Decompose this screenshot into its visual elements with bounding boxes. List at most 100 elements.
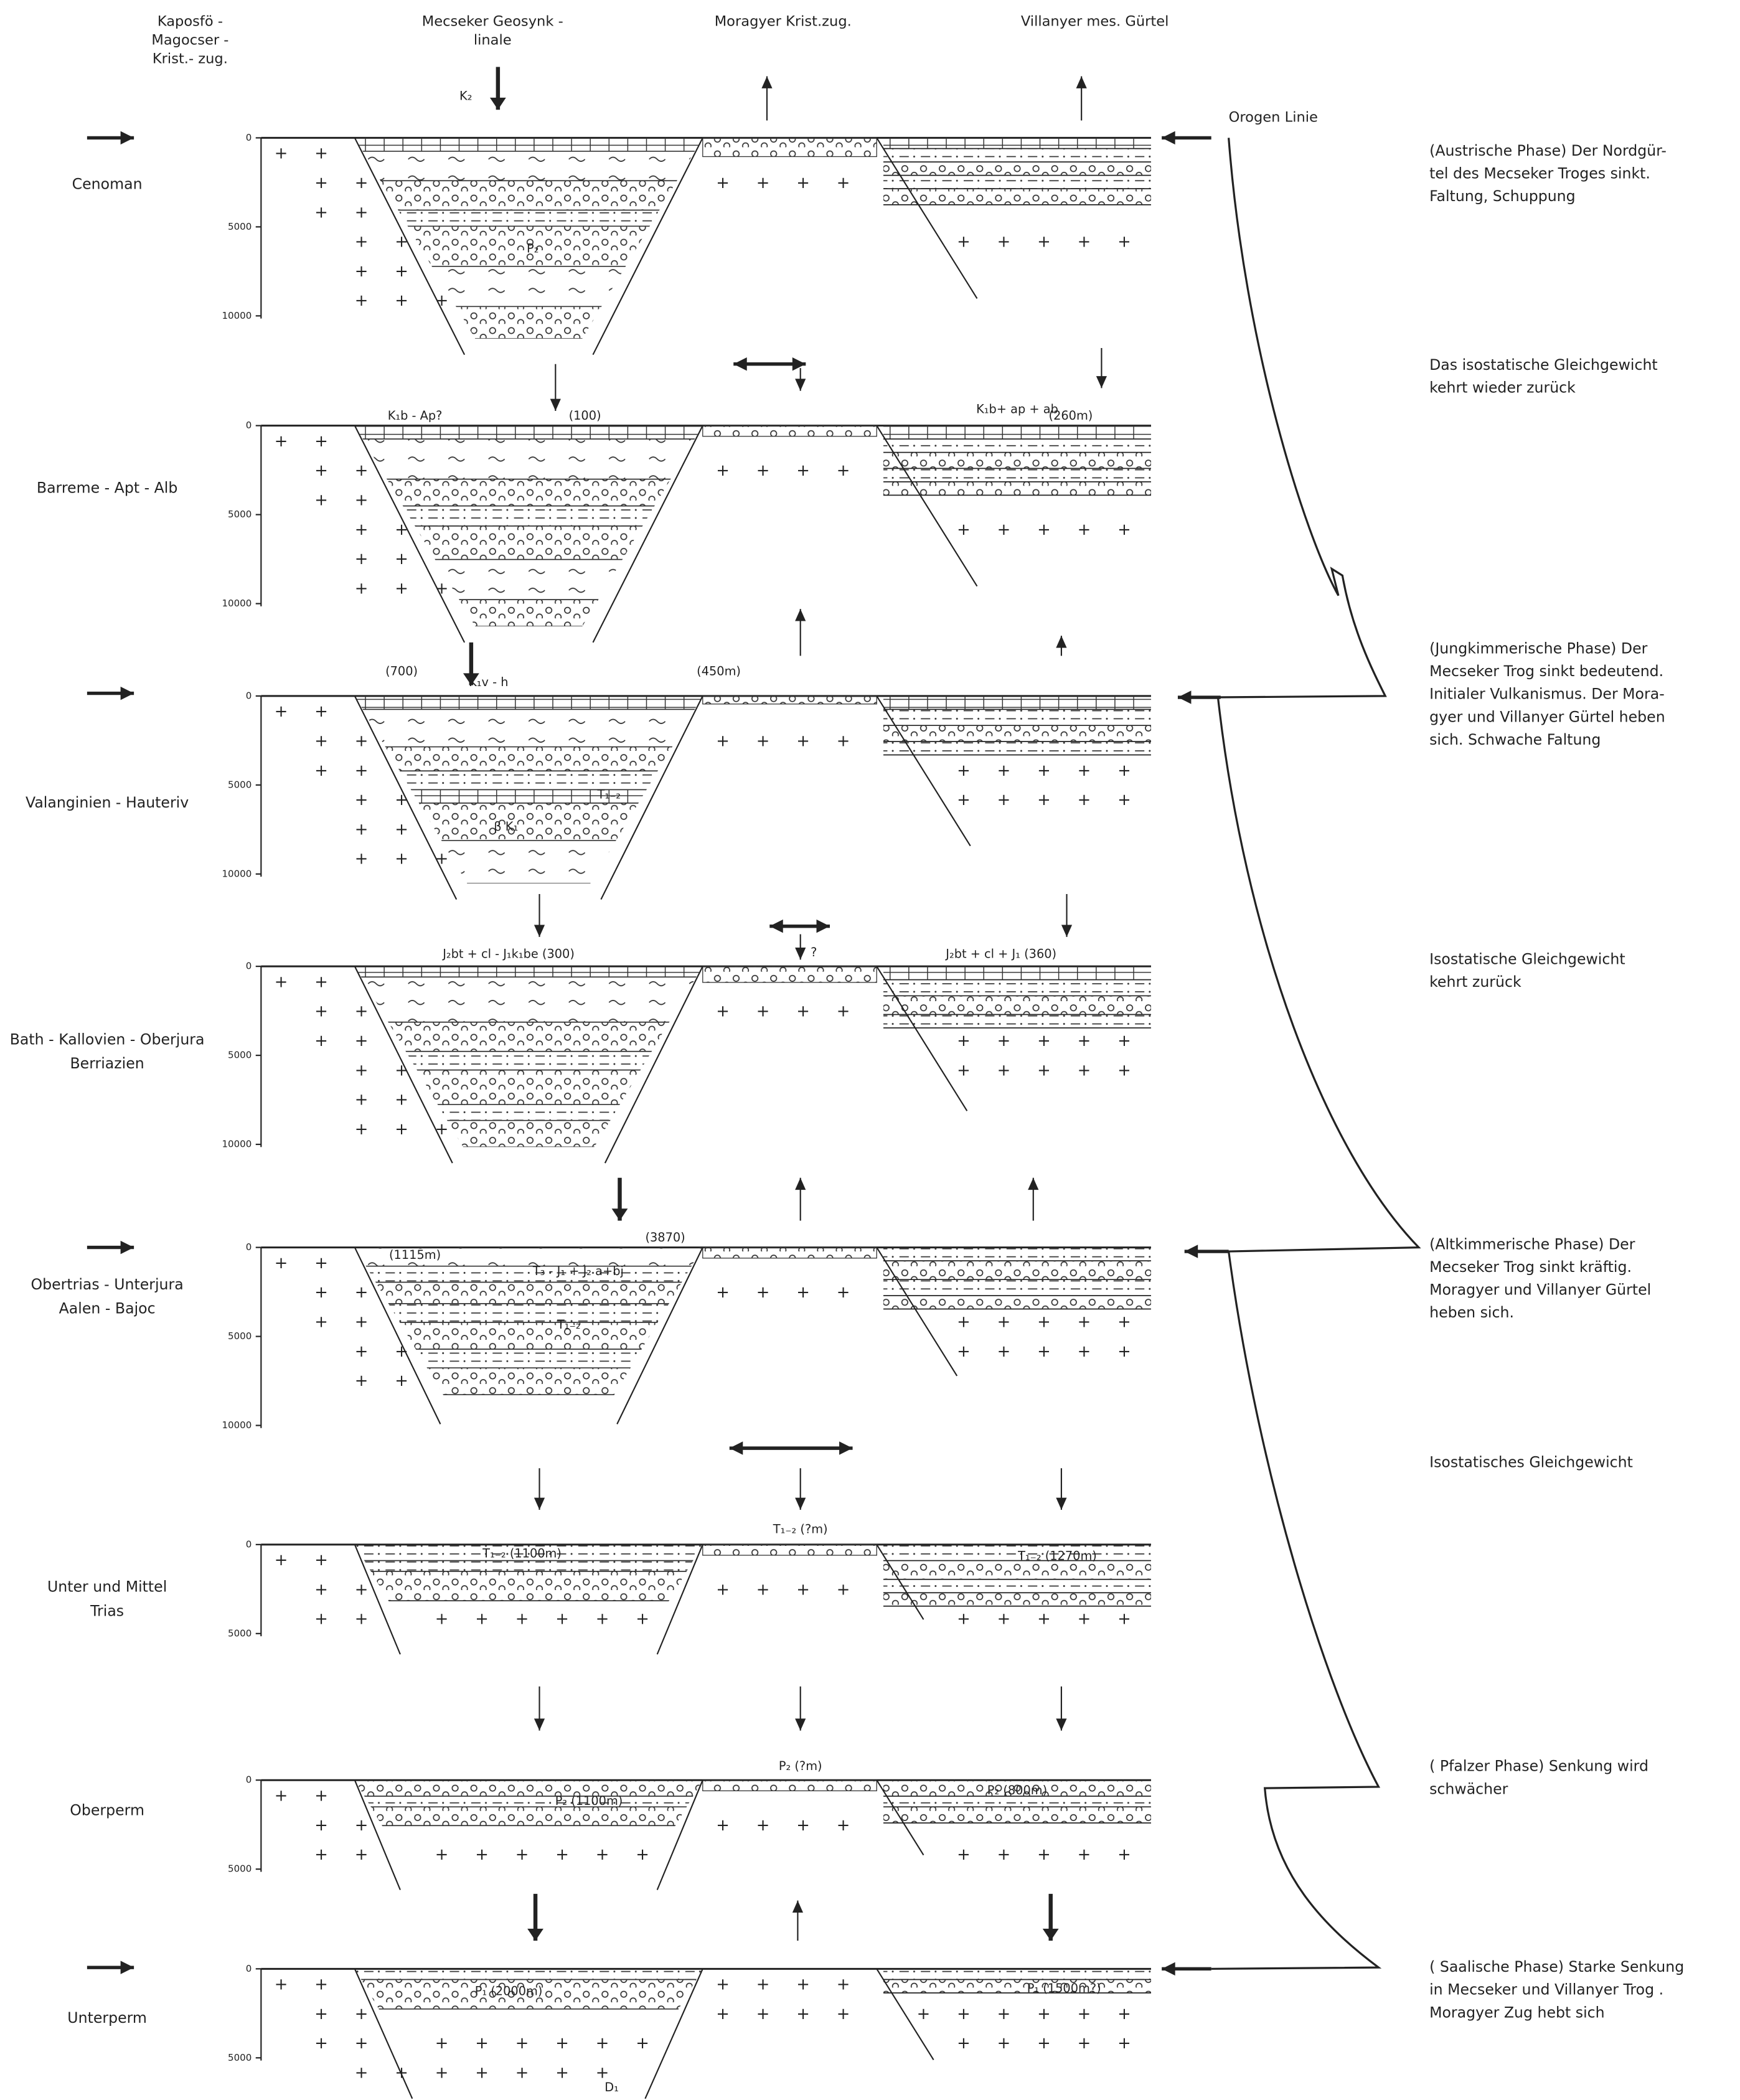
arrow-head [1028,1178,1038,1190]
sediment-layer [348,1022,709,1052]
basement-cross: + [395,850,408,869]
drawing: Kaposfö -Magocser -Krist.- zug.Mecseker … [10,13,1684,2099]
arrow-head [795,609,806,621]
sediment-layer [348,696,709,709]
sediment-layer [883,162,1151,175]
sediment-layer [883,138,1151,148]
basement-cross: + [756,1283,770,1302]
basement-cross: + [997,1032,1011,1050]
basement-cross: + [1117,1610,1131,1629]
arrow-head [1096,376,1107,388]
basement-cross: + [756,2005,770,2023]
phase-line: (Jungkimmerische Phase) Der [1429,639,1648,657]
sediment-layer [883,1561,1151,1580]
arrow-head [795,948,806,959]
basement-cross: + [957,1061,971,1080]
annotation: (450m) [697,664,741,679]
stage-line: Unter und Mittel [47,1578,167,1595]
basement-cross: + [1037,2005,1051,2023]
basement-cross: + [1078,1061,1091,1080]
basement-cross: + [997,1610,1011,1629]
basement-cross: + [756,732,770,750]
annotation: D₁ [604,2080,619,2094]
basement-cross: + [314,732,328,750]
basement-cross: + [435,1120,449,1139]
phase-line: Initialer Vulkanismus. Der Mora- [1429,685,1665,702]
basement-cross: + [1037,761,1051,780]
annotation: T₁₋₂ [597,787,621,801]
basement-cross: + [716,174,730,192]
basement-cross: + [435,850,449,869]
panel: 05000Unter und MittelTrias++++++++++++++… [47,1522,1151,1639]
phase-description: ( Pfalzer Phase) Senkung wirdschwächer [1429,1757,1648,1797]
basement-cross: + [475,2034,489,2053]
arrow-head [761,77,772,88]
sediment-layer [348,479,709,506]
arrow-head [1076,77,1087,88]
basement-cross: + [355,1002,369,1021]
sediment-layer [348,747,709,771]
basement-cross: + [355,1091,369,1109]
basement-cross: + [1078,1610,1091,1629]
basement-cross: + [355,1845,369,1864]
basement-cross: + [355,1120,369,1139]
sediment-layer [348,771,709,789]
basement-cross: + [756,174,770,192]
basement-cross: + [275,1975,288,1994]
basement-cross: + [1037,1061,1051,1080]
annotation: P₂ (1100m) [555,1794,623,1808]
arrow-head [1056,1718,1066,1730]
basement-cross: + [1117,1061,1131,1080]
basement-cross: + [1117,520,1131,539]
arrow-head [1185,1245,1198,1258]
stage-line: Bath - Kallovien - Oberjura [10,1030,205,1048]
stage-line: Aalen - Bajoc [59,1299,156,1317]
basement-cross: + [716,1580,730,1599]
basement-cross: + [1037,791,1051,809]
basement-cross: + [1078,1032,1091,1050]
basement-cross: + [1037,1032,1051,1050]
sediment-layer [883,996,1151,1014]
basement-cross: + [314,1551,328,1570]
basement-cross: + [796,1816,810,1835]
basement-cross: + [395,233,408,252]
basement-cross: + [314,1580,328,1599]
basement-cross: + [1037,1312,1051,1331]
phase-line: (Austrische Phase) Der Nordgür- [1429,141,1667,159]
arrow-head [795,379,806,390]
basement-cross: + [997,233,1011,252]
phase-line: ( Saalische Phase) Starke Senkung [1429,1958,1684,1975]
cover-layer [703,1545,877,1555]
basement-cross: + [716,1002,730,1021]
basement-cross: + [716,1816,730,1835]
basement-cross: + [957,1342,971,1361]
basement-cross: + [756,1002,770,1021]
column-header: Villanyer mes. Gürtel [1021,13,1169,29]
basement-cross: + [1037,520,1051,539]
basement-cross: + [957,233,971,252]
basement-cross: + [957,2005,971,2023]
annotation: (100) [569,408,601,423]
sediment-layer [348,600,709,626]
depth-tick-label: 5000 [228,1627,252,1639]
depth-tick-label: 5000 [228,221,252,232]
basement-cross: + [314,1032,328,1050]
arrow-head [121,131,134,144]
sediment-layer [883,439,1151,452]
basement-cross: + [1078,1342,1091,1361]
basement-cross: + [957,1312,971,1331]
phase-line: sich. Schwache Faltung [1429,730,1601,748]
sediment-layer [348,1780,709,1796]
sediment-layer [883,1980,1151,1993]
arrow-head [1178,690,1191,704]
basement-cross: + [596,1610,609,1629]
basement-cross: + [957,2034,971,2053]
depth-tick-label: 5000 [228,509,252,520]
basement-cross: + [837,1580,850,1599]
phase-line: Moragyer und Villanyer Gürtel [1429,1281,1651,1298]
basement-cross: + [475,2064,489,2083]
panel: 0500010000Cenoman++++++++++++++++++++++K… [72,88,1151,339]
basement-cross: + [515,2064,529,2083]
